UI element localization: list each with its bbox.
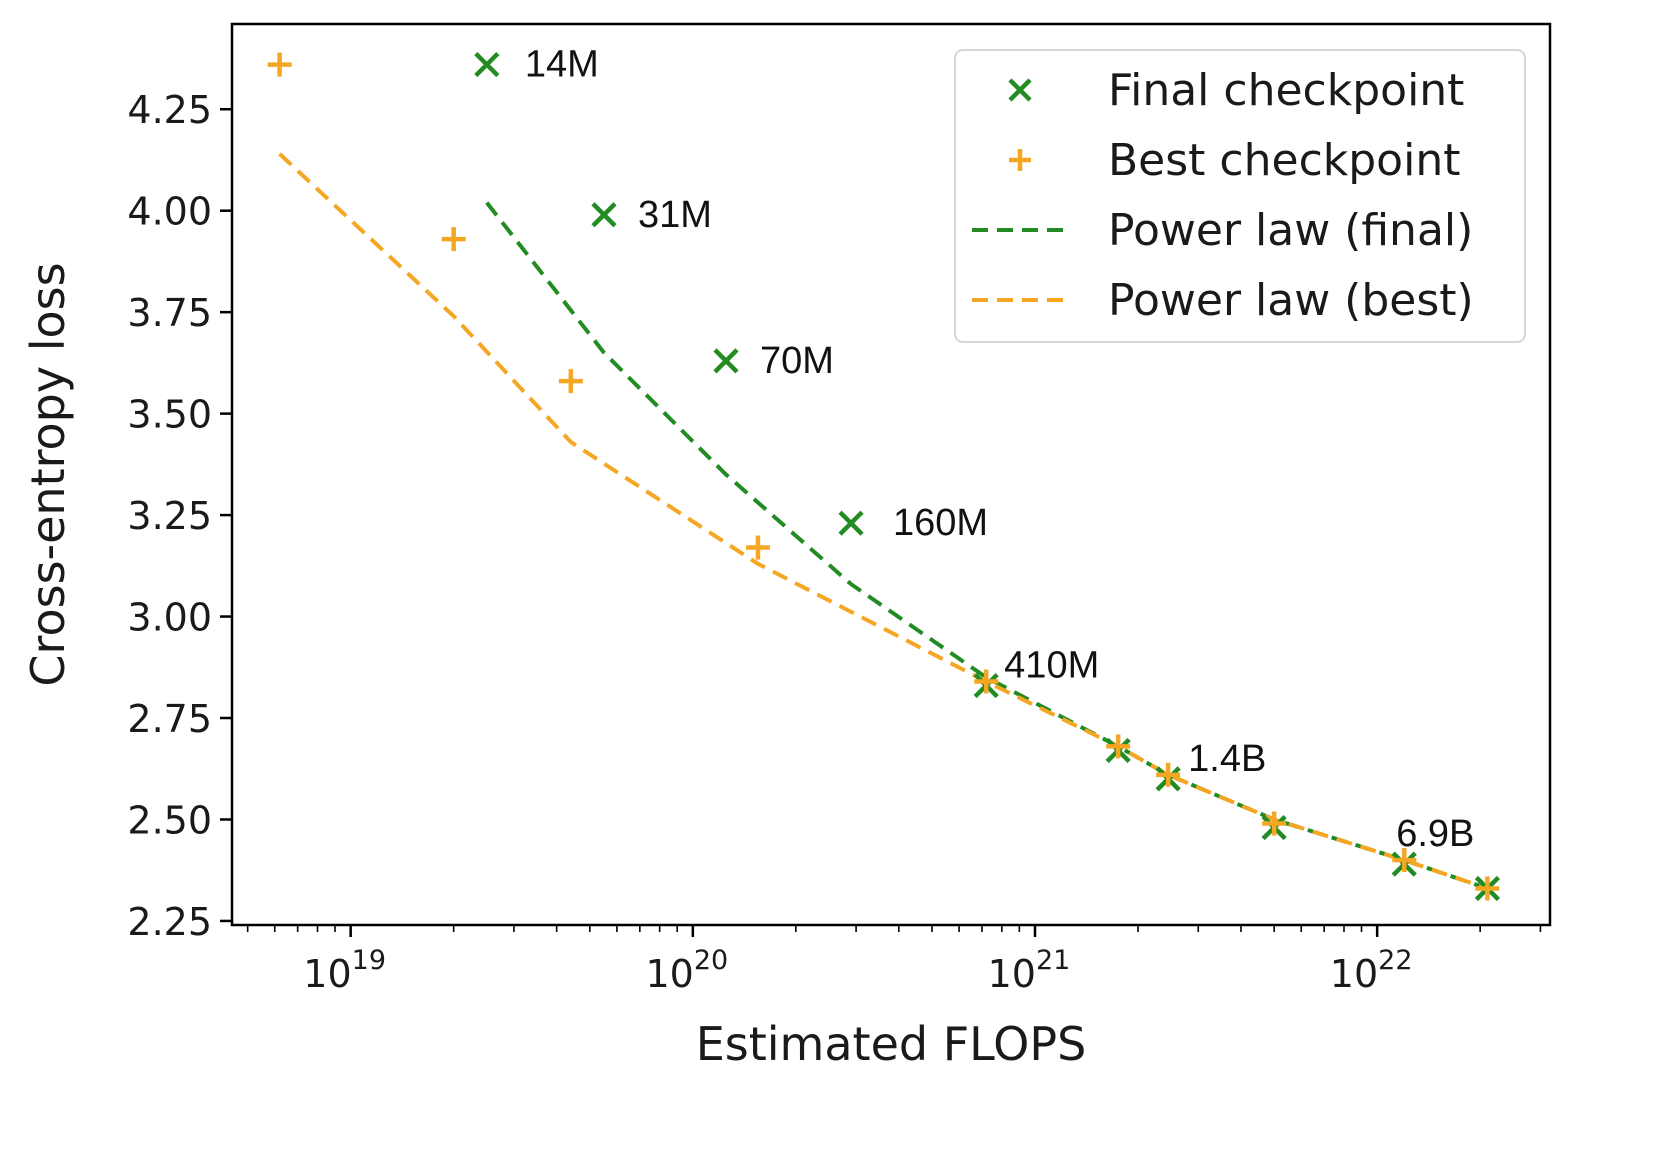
x-tick-label: 1021	[988, 945, 1071, 996]
plot-frame	[230, 22, 1552, 927]
point-final-checkpoint-1	[591, 202, 617, 228]
y-tick-label: 2.25	[127, 900, 212, 944]
legend-entry-best-checkpoint: Best checkpoint	[1108, 135, 1460, 186]
x-tick-label: 1019	[303, 945, 386, 996]
legend-marker-best-checkpoint	[1009, 149, 1031, 171]
y-tick-label: 3.50	[127, 393, 212, 437]
legend-marker-final-checkpoint	[1008, 78, 1032, 102]
x-tick-label: 1020	[645, 945, 728, 996]
annotations: 14M 31M 70M 160M 410M 1.4B 6.9B	[525, 44, 1475, 856]
point-best-checkpoint-6	[1156, 762, 1181, 787]
y-tick-label: 4.25	[127, 88, 212, 132]
series-line-power-law-best	[278, 152, 1489, 891]
legend-entry-power-law-final: Power law (final)	[1108, 205, 1473, 256]
point-best-checkpoint-1	[441, 227, 466, 252]
y-tick-label: 4.00	[127, 190, 212, 234]
x-tick-label: 1022	[1330, 945, 1413, 996]
annotation-label: 70M	[760, 340, 834, 382]
annotation-label: 160M	[893, 502, 988, 544]
point-best-checkpoint-9	[1475, 876, 1500, 901]
annotation-label: 1.4B	[1188, 738, 1266, 780]
point-best-checkpoint-7	[1262, 811, 1287, 836]
legend-entry-power-law-best: Power law (best)	[1108, 275, 1474, 326]
y-axis-label: Cross-entropy loss	[21, 262, 75, 686]
plot-area	[267, 51, 1500, 902]
axes: 2.25 2.50 2.75 3.00 3.25 3.50 3.75 4.00 4.25 1019…	[127, 22, 1552, 996]
annotation-label: 410M	[1004, 645, 1099, 687]
y-tick-label: 3.00	[127, 596, 212, 640]
point-best-checkpoint-2	[558, 369, 583, 394]
point-final-checkpoint-2	[713, 348, 739, 374]
annotation-label: 14M	[525, 44, 599, 86]
point-final-checkpoint-0	[474, 51, 500, 78]
y-tick-label: 3.75	[127, 291, 212, 335]
y-tick-label: 3.25	[127, 494, 212, 538]
legend: Final checkpoint Best checkpoint Power law…	[954, 49, 1526, 343]
annotation-label: 6.9B	[1396, 813, 1474, 855]
point-best-checkpoint-8	[1392, 848, 1417, 873]
y-tick-label: 2.75	[127, 697, 212, 741]
point-best-checkpoint-5	[1106, 734, 1131, 759]
point-best-checkpoint-0	[267, 52, 292, 77]
annotation-label: 31M	[638, 194, 712, 236]
y-tick-label: 2.50	[127, 798, 212, 842]
point-final-checkpoint-3	[838, 510, 864, 536]
x-axis-label: Estimated FLOPS	[696, 1017, 1087, 1071]
legend-entry-final-checkpoint: Final checkpoint	[1108, 65, 1464, 116]
legend-box	[954, 49, 1526, 343]
point-best-checkpoint-3	[745, 535, 770, 560]
point-best-checkpoint-4	[974, 669, 999, 694]
